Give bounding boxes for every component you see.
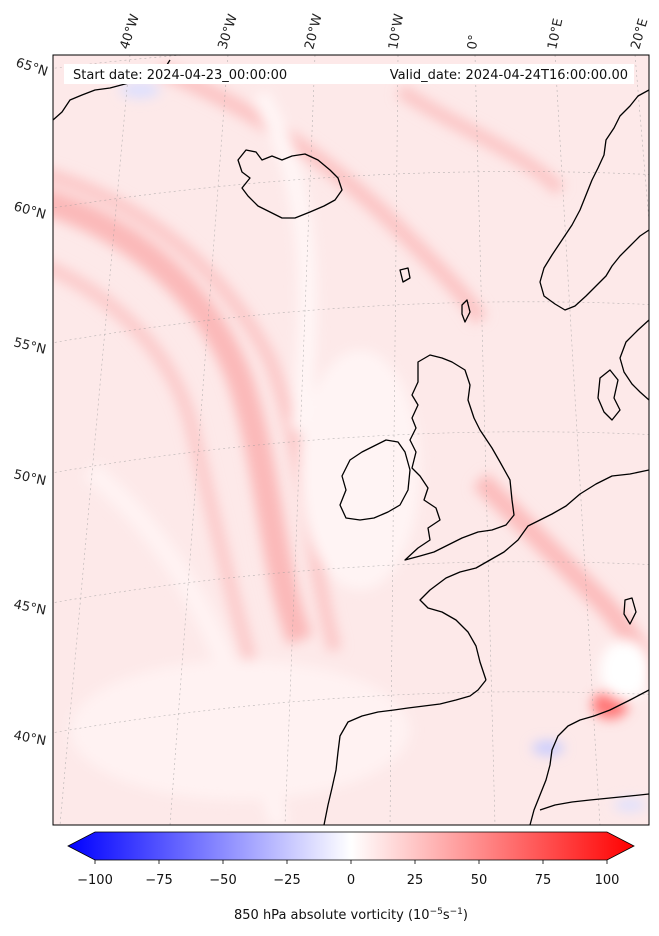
graticule	[53, 55, 649, 825]
parallel-40	[53, 691, 649, 734]
parallel-45	[53, 561, 649, 604]
meridian-10e	[554, 55, 601, 825]
vorticity-light-streak-1	[252, 90, 317, 431]
lon-label-10w: 10°W	[386, 13, 407, 51]
continental-europe-coast	[619, 319, 649, 401]
longitude-labels: 40°W 30°W 20°W 10°W 0° 10°E 20°E	[118, 12, 652, 51]
vorticity-band-north-1	[157, 62, 488, 324]
colorbar-tick-label: −25	[273, 873, 300, 888]
parallel-55	[53, 301, 649, 344]
colorbar-title-exp1: −5	[430, 907, 443, 917]
colorbar-title: 850 hPa absolute vorticity (10−5s−1)	[234, 907, 468, 923]
north-sea-continental-coast	[419, 469, 649, 681]
north-africa-coast	[539, 793, 649, 811]
lon-label-10e: 10°E	[545, 17, 566, 51]
lon-label-20e: 20°E	[628, 17, 651, 51]
coastlines	[53, 59, 649, 825]
vorticity-field-features	[53, 62, 649, 825]
vorticity-negative-spot-3	[614, 799, 646, 811]
header-background	[64, 64, 634, 84]
lat-label-55n: 55°N	[12, 335, 47, 357]
lon-label-30w: 30°W	[216, 12, 241, 51]
faroe-islands	[399, 267, 411, 283]
colorbar-tick-label: 25	[407, 873, 424, 888]
colorbar-tick-label: 100	[595, 873, 620, 888]
parallel-50	[53, 431, 649, 474]
lon-label-0: 0°	[465, 34, 482, 51]
vorticity-mask-white	[600, 640, 649, 700]
iceland-coast	[237, 149, 343, 219]
lon-label-40w: 40°W	[118, 12, 143, 51]
vorticity-band-arc-3	[53, 262, 257, 662]
valid-date-label: Valid_date: 2024-04-24T16:00:00.00	[390, 68, 628, 83]
colorbar-title-mid: s	[443, 908, 450, 923]
meridian-30w	[169, 55, 229, 825]
lon-label-20w: 20°W	[302, 12, 325, 51]
map-panel	[53, 55, 649, 825]
colorbar-tick-label: −100	[77, 873, 113, 888]
lat-label-65n: 65°N	[14, 56, 50, 80]
shetland-islands	[461, 299, 471, 323]
great-britain-coast	[404, 354, 515, 561]
colorbar-tick-label: 75	[535, 873, 552, 888]
vorticity-light-area-mid	[300, 350, 420, 590]
meridian-20w	[284, 55, 316, 825]
denmark-coast	[597, 369, 621, 421]
colorbar: −100 −75 −50 −25 0 25 50 75 100 850 hPa absolute…	[67, 831, 635, 923]
ireland-coast	[339, 439, 411, 521]
lat-label-60n: 60°N	[12, 199, 48, 222]
parallel-60	[53, 171, 649, 209]
vorticity-negative-spot-2	[120, 82, 160, 98]
lat-label-45n: 45°N	[12, 597, 47, 618]
scandinavia-coast	[539, 89, 649, 311]
lat-label-40n: 40°N	[12, 728, 47, 749]
meridian-10w	[389, 55, 399, 825]
vorticity-band-arc-2	[53, 169, 342, 652]
colorbar-body	[67, 831, 635, 861]
corsica-sardinia	[623, 597, 637, 625]
colorbar-tick-label: −75	[145, 873, 172, 888]
colorbar-tick-label: 50	[471, 873, 488, 888]
latitude-labels: 65°N 60°N 55°N 50°N 45°N 40°N	[12, 56, 50, 750]
vorticity-band-arc-1	[53, 190, 313, 645]
iberia-coast	[323, 679, 487, 825]
start-date-label: Start date: 2024-04-23_00:00:00	[73, 68, 287, 83]
meridian-40w	[59, 55, 131, 825]
vorticity-negative-spot-1	[532, 741, 564, 755]
vorticity-band-north-2	[396, 84, 565, 195]
lat-label-50n: 50°N	[12, 467, 47, 489]
mediterranean-coast	[529, 689, 649, 825]
colorbar-title-text: 850 hPa absolute vorticity (10	[234, 908, 430, 923]
meridian-0	[474, 55, 496, 825]
map-frame	[52, 54, 650, 826]
colorbar-tick-label: 0	[347, 873, 355, 888]
colorbar-title-exp2: −1	[450, 907, 463, 917]
vorticity-light-area-south	[70, 660, 410, 800]
colorbar-ticks: −100 −75 −50 −25 0 25 50 75 100	[77, 860, 619, 888]
colorbar-title-end: )	[463, 908, 468, 923]
colorbar-tick-label: −50	[209, 873, 236, 888]
